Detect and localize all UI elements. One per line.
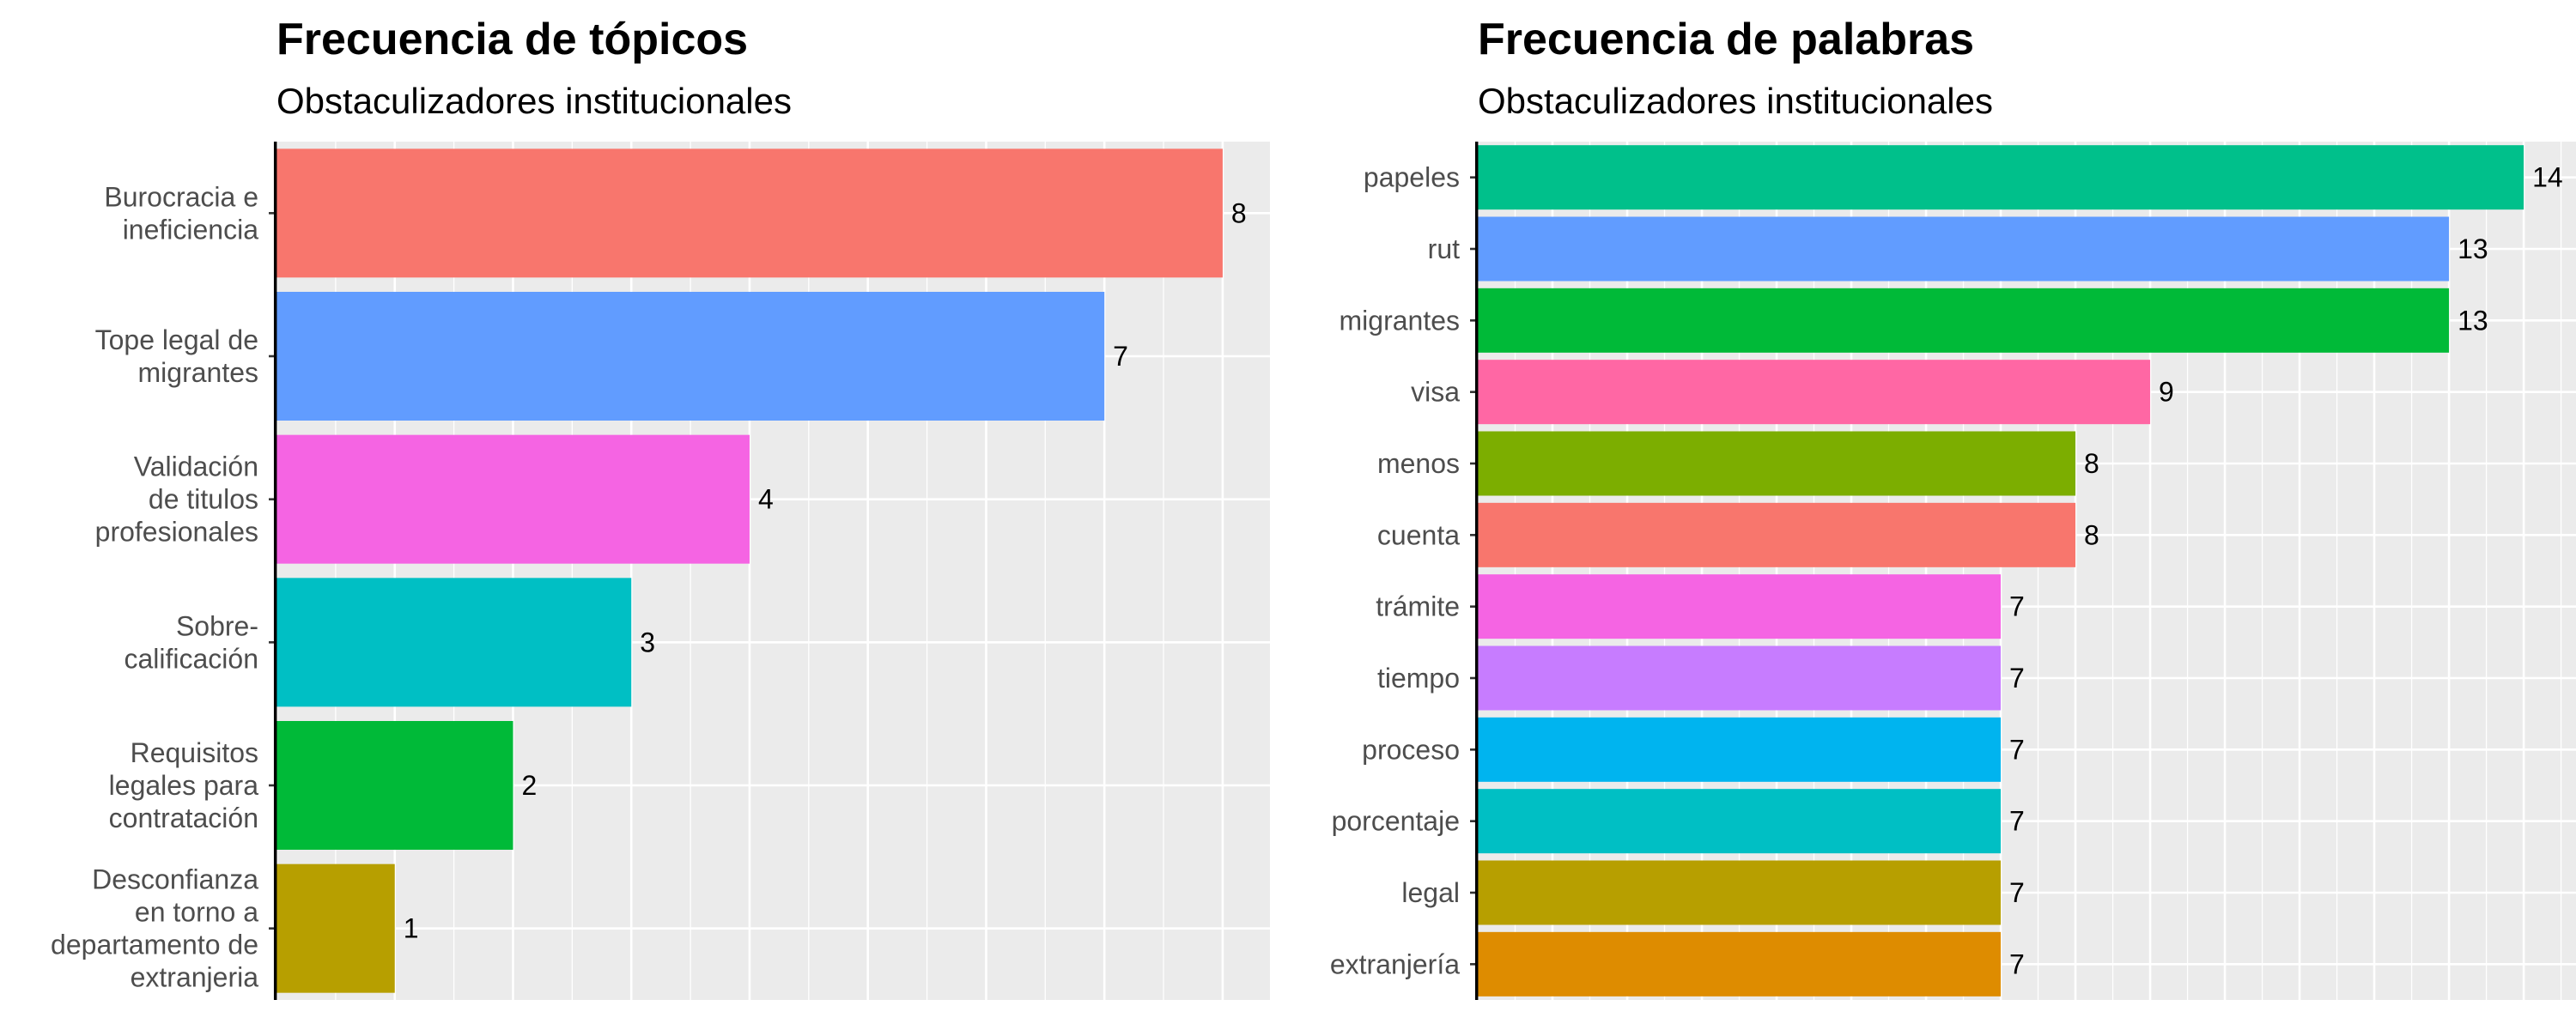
bar-value-label: 1 [404, 913, 419, 944]
category-label: tiempo [1377, 663, 1460, 694]
bar-value-label: 7 [2009, 948, 2025, 979]
category-label: trámite [1376, 591, 1460, 622]
bar [276, 721, 513, 850]
category-label: Desconfianza en torno a departamento de ext… [51, 864, 258, 993]
category-label: Validación de titulos profesionales [95, 451, 258, 548]
bar [1478, 717, 2002, 782]
topic-frequency-chart: Frecuencia de tópicos Obstaculizadores i… [51, 15, 1270, 1000]
category-label: porcentaje [1332, 806, 1460, 837]
bar [1478, 502, 2076, 567]
bar-value-label: 2 [521, 770, 537, 801]
bar [276, 863, 395, 993]
bar [1478, 145, 2524, 210]
bar-value-label: 8 [2084, 448, 2099, 479]
bar-value-label: 7 [2009, 591, 2025, 622]
bar-value-label: 7 [1113, 341, 1128, 372]
bar [276, 578, 632, 707]
category-label: migrantes [1340, 305, 1461, 336]
bar-value-label: 14 [2532, 162, 2563, 193]
category-label: Requisitos legales para contratación [109, 737, 259, 833]
category-label: Tope legal de migrantes [95, 324, 258, 388]
word-frequency-chart: Frecuencia de palabras Obstaculizadores … [1330, 15, 2576, 1000]
plot-panel [1478, 142, 2576, 1000]
bar [276, 148, 1223, 278]
category-label: extranjería [1330, 948, 1460, 979]
category-label: cuenta [1377, 519, 1460, 550]
category-label: visa [1411, 377, 1460, 408]
category-label: papeles [1364, 162, 1460, 193]
category-label: proceso [1362, 734, 1460, 765]
bar-value-label: 7 [2009, 877, 2025, 908]
bar [1478, 431, 2076, 496]
bar-value-label: 13 [2458, 305, 2488, 336]
bar [1478, 931, 2002, 997]
bar-value-label: 9 [2159, 377, 2174, 408]
bar [1478, 288, 2450, 353]
bar-value-label: 13 [2458, 233, 2488, 264]
bar [1478, 360, 2151, 425]
chart-title: Frecuencia de palabras [1478, 15, 1974, 64]
category-label: rut [1428, 233, 1460, 264]
bar [1478, 574, 2002, 639]
category-label: menos [1377, 448, 1460, 479]
bar [1478, 860, 2002, 925]
chart-title: Frecuencia de tópicos [276, 15, 748, 64]
bar [276, 434, 750, 564]
chart-subtitle: Obstaculizadores institucionales [1478, 81, 1993, 121]
bar [1478, 789, 2002, 854]
category-label: Sobre-calificación [124, 610, 258, 674]
bar-value-label: 7 [2009, 734, 2025, 765]
bar-value-label: 7 [2009, 806, 2025, 837]
bar-value-label: 8 [2084, 519, 2099, 550]
bar-value-label: 3 [640, 627, 655, 657]
category-label: Burocracia e ineficiencia [104, 181, 258, 245]
bar [1478, 645, 2002, 711]
category-label: legal [1401, 877, 1460, 908]
bar-value-label: 7 [2009, 663, 2025, 694]
bar-value-label: 4 [758, 484, 774, 515]
chart-subtitle: Obstaculizadores institucionales [276, 81, 792, 121]
bar [1478, 216, 2450, 282]
bar [276, 292, 1105, 421]
bar-value-label: 8 [1231, 197, 1247, 228]
